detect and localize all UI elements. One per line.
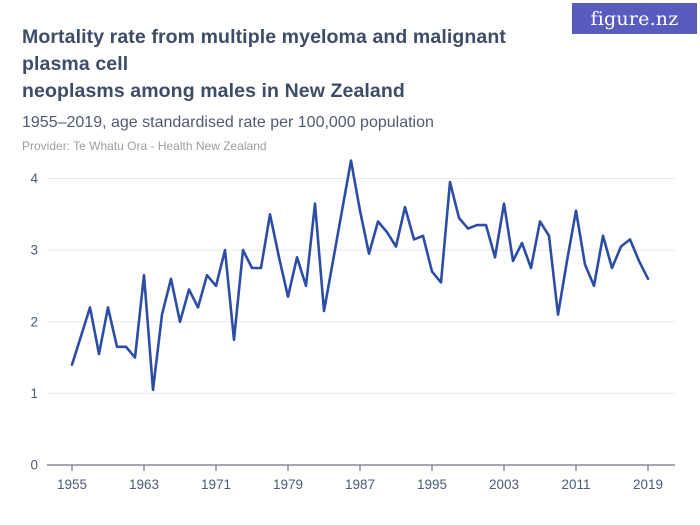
chart-title-line-1: Mortality rate from multiple myeloma and… — [22, 26, 506, 75]
chart-header: Mortality rate from multiple myeloma and… — [22, 24, 562, 153]
x-tick-label: 1979 — [273, 477, 303, 492]
y-tick-label: 2 — [30, 314, 38, 329]
figure-nz-logo-text: figure.nz — [590, 7, 679, 30]
x-tick-label: 1955 — [57, 477, 87, 492]
y-tick-label: 4 — [30, 171, 38, 186]
y-tick-label: 3 — [30, 243, 38, 258]
x-tick-label: 2003 — [489, 477, 519, 492]
x-tick-label: 2011 — [561, 477, 590, 492]
y-tick-label: 1 — [30, 386, 38, 401]
data-line-series — [70, 159, 650, 392]
y-tick-label: 0 — [30, 458, 38, 473]
x-tick-label: 1963 — [129, 477, 159, 492]
figure-nz-logo[interactable]: figure.nz — [572, 3, 697, 34]
x-tick-label: 1995 — [417, 477, 447, 492]
x-tick-label: 2019 — [633, 477, 663, 492]
chart-subtitle: 1955–2019, age standardised rate per 100… — [22, 114, 434, 131]
x-tick-label: 1987 — [345, 477, 375, 492]
chart-title: Mortality rate from multiple myeloma and… — [22, 24, 562, 105]
chart-provider: Provider: Te Whatu Ora - Health New Zeal… — [22, 139, 267, 153]
chart-title-line-2: neoplasms among males in New Zealand — [22, 80, 405, 102]
x-tick-label: 1971 — [201, 477, 231, 492]
